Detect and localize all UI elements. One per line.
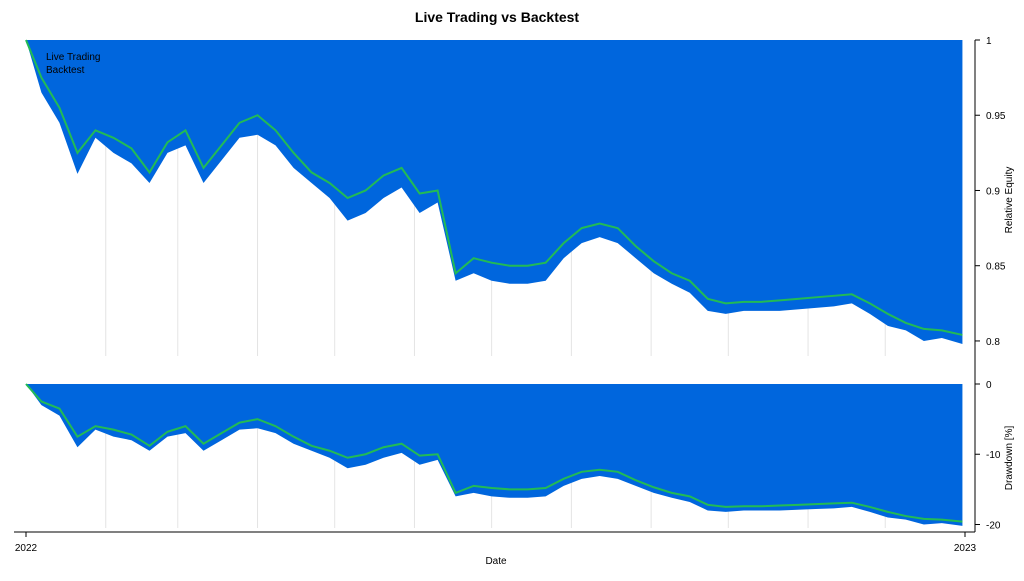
x-axis-label: Date — [485, 556, 507, 567]
drawdown-y-tick-label: -10 — [986, 450, 1001, 461]
equity-y-axis-label: Relative Equity — [1004, 167, 1015, 234]
x-ticks: 2022 2023 — [15, 532, 977, 554]
drawdown-y-tick-label: 0 — [986, 380, 992, 391]
drawdown-y-ticks: 0 -10 -20 — [975, 380, 1001, 531]
drawdown-y-axis-label: Drawdown [%] — [1004, 426, 1015, 491]
equity-y-ticks: 1 0.95 0.9 0.85 0.8 — [975, 36, 1006, 348]
legend-item-backtest: Backtest — [46, 65, 85, 76]
chart-title: Live Trading vs Backtest — [415, 9, 580, 25]
drawdown-panel: 0 -10 -20 Drawdown [%] — [25, 380, 1015, 532]
equity-panel: 1 0.95 0.9 0.85 0.8 Relative Equity Live Tra… — [25, 36, 1015, 384]
legend-item-live-trading: Live Trading — [46, 52, 100, 63]
equity-y-tick-label: 1 — [986, 36, 992, 47]
backtest-equity-line — [25, 39, 963, 336]
drawdown-y-tick-label: -20 — [986, 520, 1001, 531]
equity-y-tick-label: 0.8 — [986, 337, 1000, 348]
equity-y-tick-label: 0.95 — [986, 111, 1006, 122]
x-tick-label: 2022 — [15, 543, 38, 554]
live-trading-equity-area — [26, 40, 963, 344]
x-tick-label: 2023 — [954, 543, 977, 554]
equity-y-tick-label: 0.85 — [986, 262, 1006, 273]
equity-y-tick-label: 0.9 — [986, 186, 1000, 197]
legend: Live Trading Backtest — [46, 52, 100, 76]
backtest-drawdown-line — [25, 383, 963, 523]
